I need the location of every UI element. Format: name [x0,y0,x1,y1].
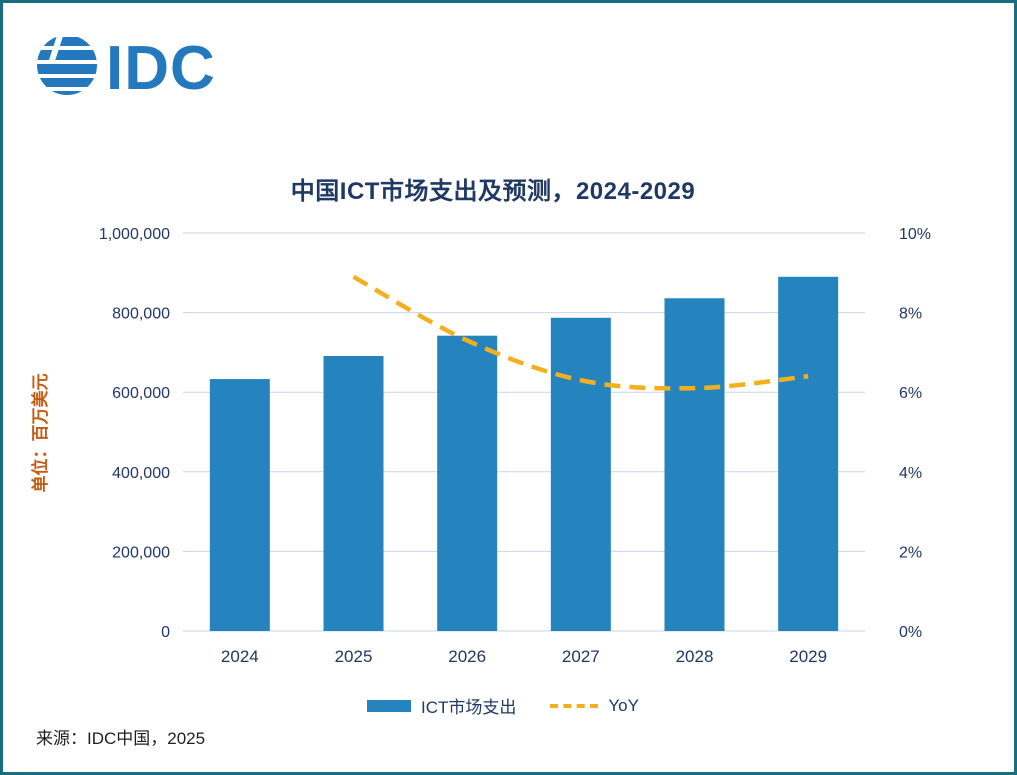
bar-2026 [437,335,498,631]
x-axis-label: 2024 [221,647,259,666]
x-axis-label: 2026 [448,647,486,666]
bar-2024 [209,379,270,631]
left-axis-tick: 400,000 [112,465,170,482]
chart-title: 中国ICT市场支出及预测，2024-2029 [290,178,696,205]
right-axis-tick: 10% [899,226,931,243]
x-axis-label: 2027 [562,647,600,666]
yoy-line [352,274,809,391]
legend-swatch-line [550,703,599,708]
legend-swatch-bar [367,699,412,712]
left-axis-tick: 0 [161,624,170,641]
left-axis-tick: 200,000 [112,544,170,561]
legend-item-bar: ICT市场支出 [367,693,516,718]
x-axis-label: 2028 [676,647,714,666]
idc-logo: IDC [37,34,216,100]
left-axis-tick: 1,000,000 [99,226,170,243]
left-axis-tick: 600,000 [112,385,170,402]
x-axis-label: 2025 [335,647,373,666]
left-axis-tick: 800,000 [112,306,170,323]
right-axis-tick: 0% [899,624,922,641]
legend-label-line: YoY [608,695,639,715]
legend-label-bar: ICT市场支出 [421,698,517,717]
right-axis-tick: 4% [899,465,922,482]
bar-2025 [323,355,384,631]
x-axis-label: 2029 [789,647,827,666]
idc-globe-icon [37,35,97,95]
legend-item-line: YoY [550,696,639,716]
bar-2027 [550,317,611,631]
chart-canvas: 0 0% 200,000 2% 400,000 4% 600,000 6% 800,000 8% 1… [99,226,931,666]
bar-2028 [664,298,725,631]
idc-logo-text: IDC [106,34,216,100]
source-note: 来源：IDC中国，2025 [36,729,206,748]
right-axis-tick: 8% [899,306,922,323]
right-axis-tick: 2% [899,544,922,561]
bar-2029 [778,276,839,631]
legend: ICT市场支出 YoY [3,693,1003,718]
right-axis-tick: 6% [899,385,922,402]
